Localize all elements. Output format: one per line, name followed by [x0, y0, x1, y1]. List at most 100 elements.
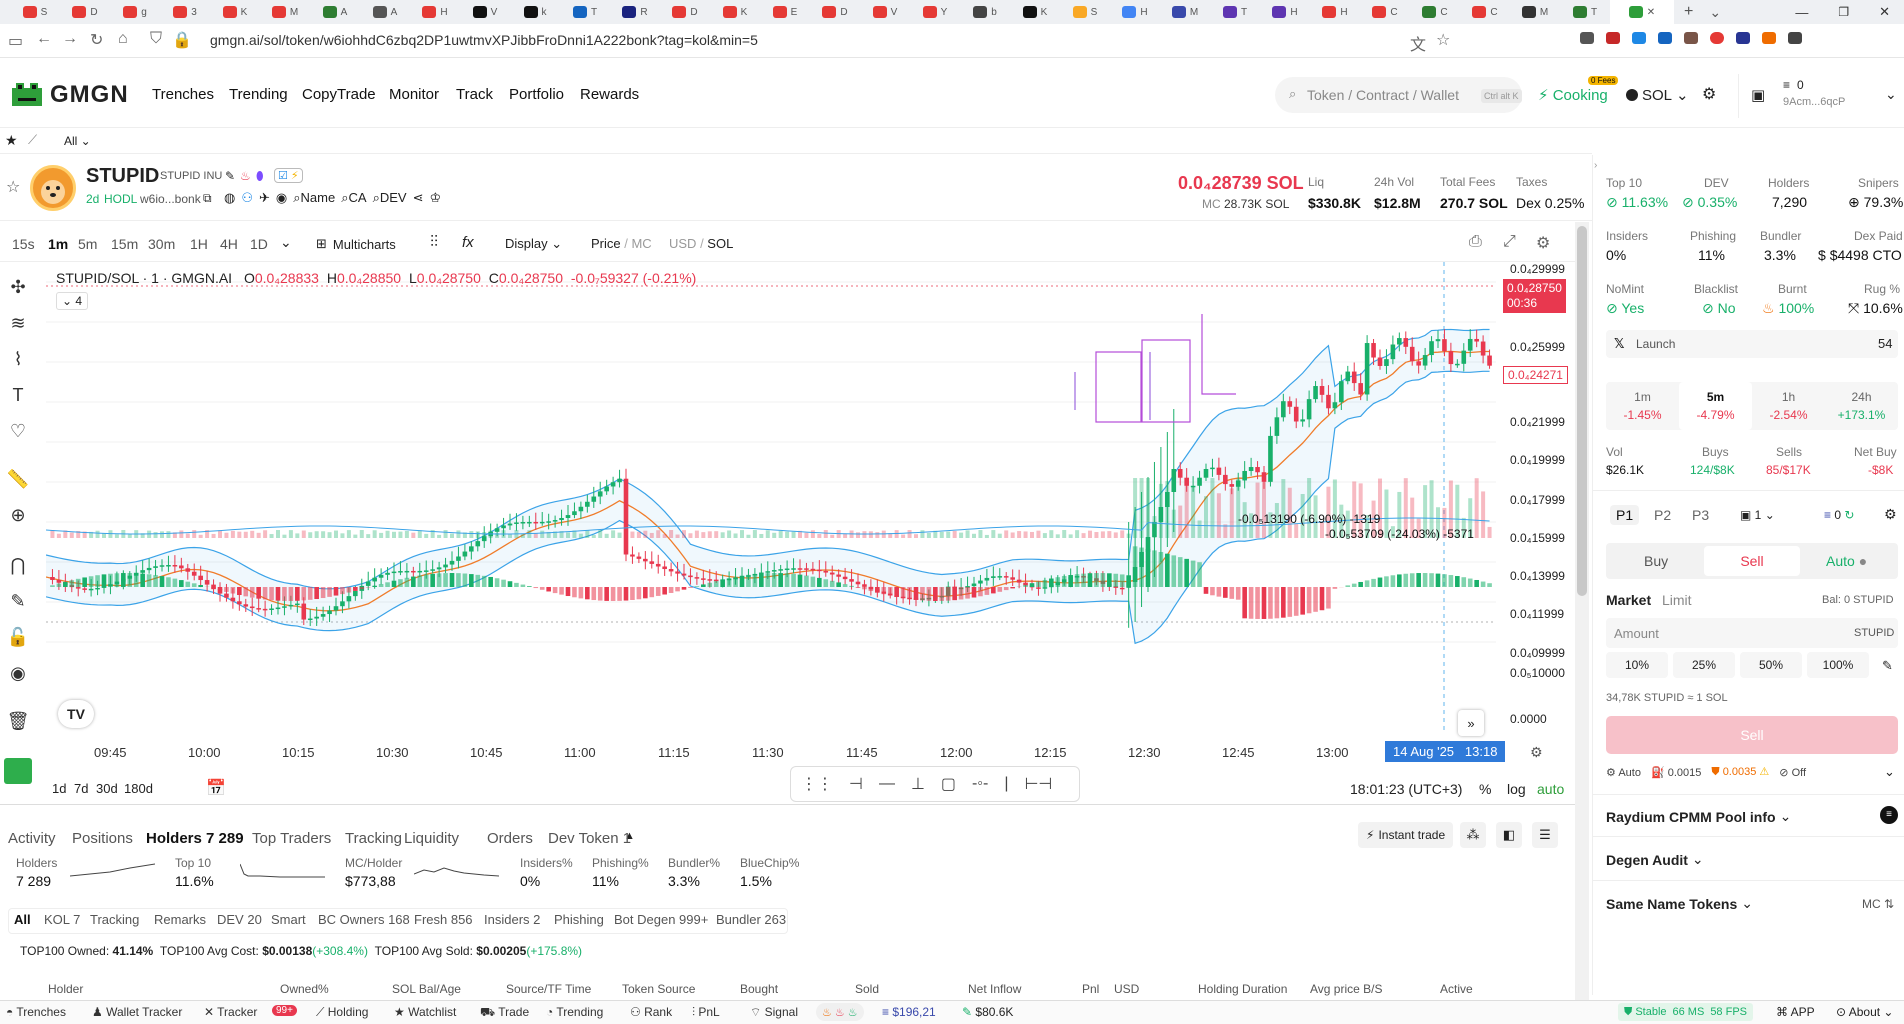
camera-icon[interactable]: ⎙	[1469, 233, 1482, 250]
holder-filter-chip[interactable]: Tracking	[90, 912, 140, 927]
active-browser-tab[interactable]: ✕	[1610, 0, 1674, 24]
extension-icon[interactable]	[1788, 32, 1802, 44]
footer-signal[interactable]: ⌔ Signal	[750, 1005, 798, 1020]
bottom-tab[interactable]: Dev Token 1	[548, 830, 632, 847]
same-name-section[interactable]: Same Name Tokens ⌄	[1606, 895, 1753, 912]
auto-tab[interactable]: Auto ●	[1826, 553, 1868, 569]
calendar-icon[interactable]: 📅	[206, 780, 226, 797]
home-icon[interactable]: ⌂	[118, 30, 128, 47]
bottom-tab[interactable]: Liquidity	[404, 830, 460, 847]
timeframe-15s[interactable]: 15s	[12, 236, 35, 252]
browser-tab[interactable]: T	[1210, 0, 1260, 24]
extension-icon[interactable]	[1658, 32, 1672, 44]
price-mc-toggle[interactable]: Price / MC	[591, 236, 652, 251]
preset-counter[interactable]: ▣ 1 ⌄	[1740, 508, 1775, 522]
back-icon[interactable]: ←	[36, 30, 52, 47]
browser-tab[interactable]: M	[1160, 0, 1210, 24]
axis-settings-icon[interactable]: ⚙	[1530, 744, 1543, 760]
browser-tab[interactable]: Y	[910, 0, 960, 24]
browser-tab[interactable]: D	[810, 0, 860, 24]
list-settings-icon[interactable]: ☰	[1532, 822, 1558, 848]
browser-tab[interactable]: C	[1410, 0, 1460, 24]
market-tab[interactable]: Market	[1606, 592, 1652, 608]
timeframe-30m[interactable]: 30m	[148, 236, 176, 252]
vline-tool-icon[interactable]: |	[1004, 775, 1009, 792]
holder-filter-chip[interactable]: BC Owners 168	[318, 912, 410, 927]
url-field[interactable]: gmgn.ai/sol/token/w6iohhdC6zbq2DP1uwtmvX…	[210, 32, 758, 48]
bottom-tab[interactable]: Orders	[487, 830, 533, 847]
percent-toggle[interactable]: %	[1479, 781, 1492, 797]
settings-icon[interactable]: ⚙	[1702, 86, 1717, 103]
degen-audit-section[interactable]: Degen Audit ⌄	[1606, 851, 1704, 868]
app-link[interactable]: ⌘ APP	[1776, 1005, 1815, 1019]
bottom-tab[interactable]: Positions	[72, 830, 133, 847]
usd-sol-toggle[interactable]: USD / SOL	[669, 236, 734, 251]
footer-balance-2[interactable]: ✎ $80.6K	[962, 1005, 1014, 1019]
holder-filter-chip[interactable]: Bundler 263	[716, 912, 787, 927]
footer-trending[interactable]: ◔ Trending	[546, 1005, 603, 1019]
holder-filter-chip[interactable]: Fresh 856	[414, 912, 473, 927]
cooking-button[interactable]: ⚡ Cooking	[1538, 86, 1608, 104]
caret-up-icon[interactable]: ▲	[624, 830, 635, 842]
browser-tab[interactable]: T	[560, 0, 610, 24]
people-icon[interactable]: ⚇	[241, 190, 253, 205]
pump-icon[interactable]: ◉	[275, 190, 288, 205]
sell-submit-button[interactable]: Sell	[1606, 716, 1898, 754]
percent-button[interactable]: 25%	[1673, 652, 1735, 678]
table-header[interactable]: Holder	[48, 982, 84, 996]
favorite-star-icon[interactable]: ☆	[6, 179, 21, 196]
heart-tool-icon[interactable]: ♡	[9, 420, 27, 441]
candles-icon[interactable]: ⫶⫶	[430, 234, 439, 251]
magnet-tool-icon[interactable]: ⋂	[10, 554, 26, 575]
browser-tab[interactable]: k	[510, 0, 560, 24]
nav-monitor[interactable]: Monitor	[389, 86, 440, 103]
table-header[interactable]: Owned%	[280, 982, 329, 996]
timeframe-1H[interactable]: 1H	[190, 236, 208, 252]
period-24h[interactable]: 24h +173.1%	[1825, 382, 1898, 430]
multicharts-button[interactable]: ⊞ Multicharts	[316, 236, 396, 252]
percent-button[interactable]: 100%	[1807, 652, 1869, 678]
price-chart[interactable]	[46, 262, 1576, 732]
browser-tab[interactable]: E	[760, 0, 810, 24]
extension-icon[interactable]	[1762, 32, 1776, 44]
browser-tab[interactable]: M	[260, 0, 310, 24]
bottom-tab[interactable]: Activity	[8, 830, 56, 847]
browser-tab[interactable]: K	[710, 0, 760, 24]
browser-tab[interactable]: H	[1260, 0, 1310, 24]
share-icon[interactable]: ⋖	[412, 190, 424, 205]
sell-tab[interactable]: Sell	[1704, 546, 1800, 576]
translate-icon[interactable]: 文	[1410, 37, 1427, 54]
scrollbar-thumb[interactable]	[1577, 226, 1587, 596]
preset-zero[interactable]: ≡ 0 ↻	[1824, 508, 1855, 522]
page-scrollbar[interactable]	[1575, 222, 1589, 812]
footer-trenches[interactable]: ◓ Trenches	[6, 1005, 66, 1019]
instant-trade-button[interactable]: ⚡ Instant trade	[1358, 822, 1454, 848]
restore-icon[interactable]: ❐	[1838, 5, 1850, 19]
lock-draw-icon[interactable]: ✎	[10, 590, 26, 611]
hline-tool-icon[interactable]: -◦-	[972, 775, 989, 792]
shield-icon[interactable]: ⛉	[150, 30, 163, 47]
pool-info-section[interactable]: Raydium CPMM Pool info ⌄	[1606, 808, 1791, 825]
table-header[interactable]: SOL Bal/Age	[392, 982, 461, 996]
sidebar-toggle-icon[interactable]: ▭	[8, 33, 24, 50]
holder-filter-chip[interactable]: All	[14, 912, 31, 927]
star-icon[interactable]: ★	[5, 132, 18, 148]
table-header[interactable]: Source/TF Time	[506, 982, 592, 996]
coins-icon[interactable]: ⁂	[1460, 822, 1486, 848]
trash-tool-icon[interactable]: 🗑	[6, 710, 30, 731]
footer-balance-1[interactable]: ≡ $196,21	[882, 1005, 936, 1019]
table-header[interactable]: Sold	[855, 982, 880, 996]
extension-icon[interactable]	[1736, 32, 1750, 44]
search-dev-button[interactable]: ⌕DEV	[372, 190, 407, 205]
range-30d[interactable]: 30d	[96, 781, 118, 796]
nav-trending[interactable]: Trending	[229, 86, 288, 103]
timeframe-5m[interactable]: 5m	[78, 236, 98, 252]
chevron-down-icon[interactable]: ⌄	[1885, 86, 1897, 102]
drag-handle-icon[interactable]: ⋮⋮	[801, 776, 833, 793]
auto-toggle[interactable]: auto	[1537, 781, 1565, 797]
percent-button[interactable]: 10%	[1606, 652, 1668, 678]
panel-scrollbar[interactable]	[1575, 812, 1589, 1000]
browser-tab[interactable]: g	[110, 0, 160, 24]
browser-tab[interactable]: R	[610, 0, 660, 24]
range-7d[interactable]: 7d	[74, 781, 89, 796]
